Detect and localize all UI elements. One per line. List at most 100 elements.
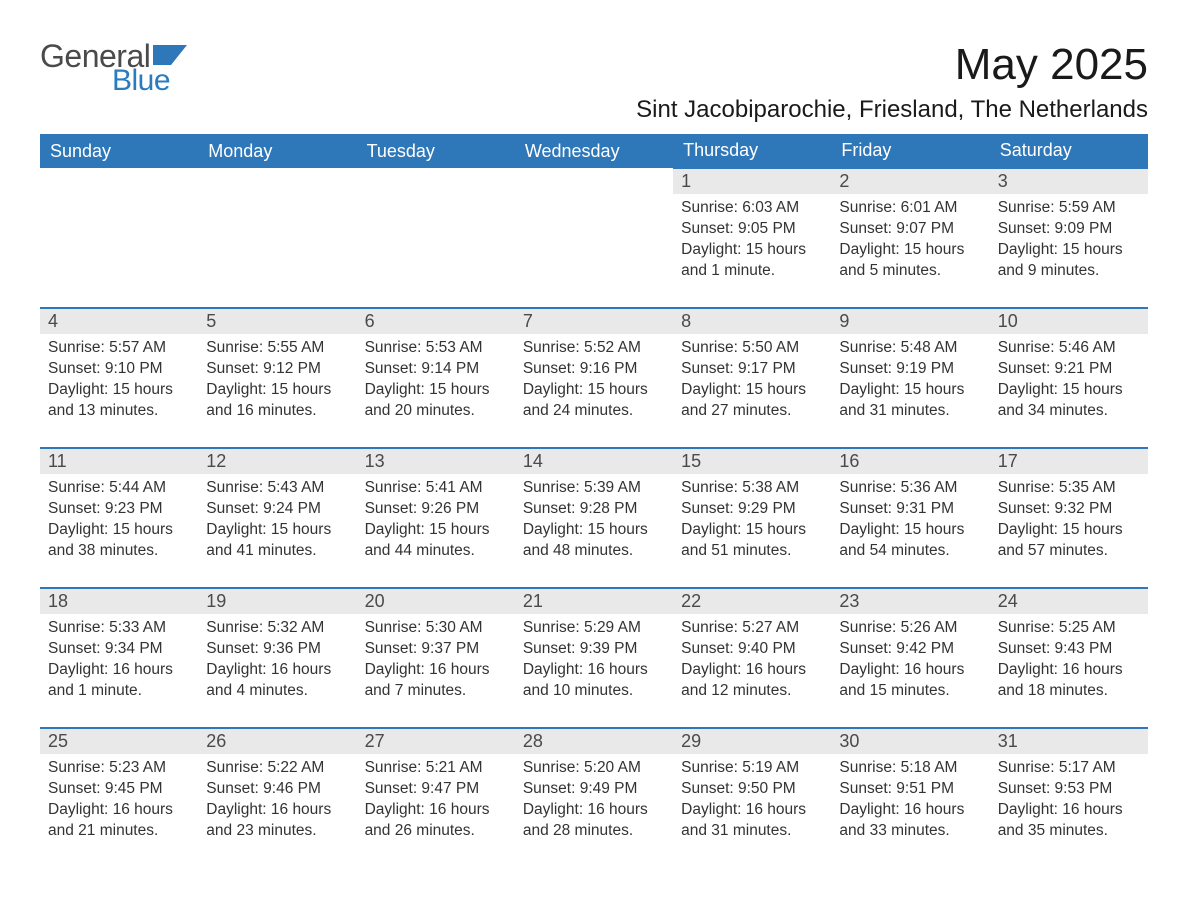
day-number: 31 (990, 729, 1148, 754)
weekday-header: Sunday (40, 134, 198, 168)
page-header: General Blue May 2025 Sint Jacobiparochi… (40, 40, 1148, 124)
daylight-text: Daylight: 15 hours and 57 minutes. (998, 520, 1142, 562)
daylight-text: Daylight: 16 hours and 23 minutes. (206, 800, 350, 842)
daylight-text: Daylight: 15 hours and 16 minutes. (206, 380, 350, 422)
daylight-text: Daylight: 16 hours and 35 minutes. (998, 800, 1142, 842)
day-number: 11 (40, 449, 198, 474)
day-details: Sunrise: 5:18 AMSunset: 9:51 PMDaylight:… (831, 754, 989, 850)
day-details: Sunrise: 5:30 AMSunset: 9:37 PMDaylight:… (357, 614, 515, 710)
sunrise-text: Sunrise: 5:44 AM (48, 478, 192, 499)
calendar-week-row: 11 Sunrise: 5:44 AMSunset: 9:23 PM Dayligh… (40, 448, 1148, 588)
calendar-day-cell: 19Sunrise: 5:32 AMSunset: 9:36 PMDayligh… (198, 588, 356, 728)
day-details: Sunrise: 5:25 AMSunset: 9:43 PMDaylight:… (990, 614, 1148, 710)
calendar-day-cell: 12Sunrise: 5:43 AMSunset: 9:24 PMDayligh… (198, 448, 356, 588)
sunset-text: Sunset: 9:05 PM (681, 219, 825, 240)
sunset-text: Sunset: 9:31 PM (839, 499, 983, 520)
day-number: 19 (198, 589, 356, 614)
calendar-day-cell: 14Sunrise: 5:39 AMSunset: 9:28 PMDayligh… (515, 448, 673, 588)
sunset-text: Sunset: 9:49 PM (523, 779, 667, 800)
day-details: Sunrise: 5:39 AMSunset: 9:28 PMDaylight:… (515, 474, 673, 570)
sunset-text: Sunset: 9:36 PM (206, 639, 350, 660)
sunrise-text: Sunrise: 6:01 AM (839, 198, 983, 219)
calendar-day-cell: 25Sunrise: 5:23 AMSunset: 9:45 PMDayligh… (40, 728, 198, 868)
day-number: 7 (515, 309, 673, 334)
weekday-header-row: SundayMondayTuesdayWednesdayThursdayFrid… (40, 134, 1148, 168)
calendar-day-cell: 24Sunrise: 5:25 AMSunset: 9:43 PMDayligh… (990, 588, 1148, 728)
calendar-day-cell: 6Sunrise: 5:53 AMSunset: 9:14 PMDaylight… (357, 308, 515, 448)
day-details: Sunrise: 5:33 AMSunset: 9:34 PMDaylight:… (40, 614, 198, 710)
day-details: Sunrise: 5:21 AMSunset: 9:47 PMDaylight:… (357, 754, 515, 850)
calendar-day-cell: 5Sunrise: 5:55 AMSunset: 9:12 PMDaylight… (198, 308, 356, 448)
daylight-text: Daylight: 15 hours and 24 minutes. (523, 380, 667, 422)
daylight-text: Daylight: 15 hours and 34 minutes. (998, 380, 1142, 422)
sunset-text: Sunset: 9:42 PM (839, 639, 983, 660)
day-number: 23 (831, 589, 989, 614)
sunset-text: Sunset: 9:16 PM (523, 359, 667, 380)
daylight-text: Daylight: 16 hours and 15 minutes. (839, 660, 983, 702)
calendar-day-cell: 16Sunrise: 5:36 AMSunset: 9:31 PMDayligh… (831, 448, 989, 588)
sunrise-text: Sunrise: 5:22 AM (206, 758, 350, 779)
calendar-day-cell: 31Sunrise: 5:17 AMSunset: 9:53 PMDayligh… (990, 728, 1148, 868)
sunrise-text: Sunrise: 5:25 AM (998, 618, 1142, 639)
sunrise-text: Sunrise: 5:30 AM (365, 618, 509, 639)
day-details: Sunrise: 5:19 AMSunset: 9:50 PMDaylight:… (673, 754, 831, 850)
day-details: Sunrise: 5:57 AMSunset: 9:10 PMDaylight:… (40, 334, 198, 430)
calendar-day-cell: 2Sunrise: 6:01 AMSunset: 9:07 PMDaylight… (831, 168, 989, 308)
day-details: Sunrise: 5:27 AMSunset: 9:40 PMDaylight:… (673, 614, 831, 710)
day-details: Sunrise: 5:29 AMSunset: 9:39 PMDaylight:… (515, 614, 673, 710)
day-number: 15 (673, 449, 831, 474)
sunset-text: Sunset: 9:45 PM (48, 779, 192, 800)
daylight-text: Daylight: 15 hours and 54 minutes. (839, 520, 983, 562)
daylight-text: Daylight: 15 hours and 51 minutes. (681, 520, 825, 562)
day-number: 12 (198, 449, 356, 474)
weekday-header: Friday (831, 134, 989, 168)
day-details: Sunrise: 5:46 AMSunset: 9:21 PMDaylight:… (990, 334, 1148, 430)
daylight-text: Daylight: 16 hours and 7 minutes. (365, 660, 509, 702)
location-subtitle: Sint Jacobiparochie, Friesland, The Neth… (636, 96, 1148, 124)
day-details: Sunrise: 5:43 AMSunset: 9:24 PMDaylight:… (198, 474, 356, 570)
day-details: Sunrise: 5:52 AMSunset: 9:16 PMDaylight:… (515, 334, 673, 430)
calendar-day-cell: 13Sunrise: 5:41 AMSunset: 9:26 PMDayligh… (357, 448, 515, 588)
sunrise-text: Sunrise: 5:20 AM (523, 758, 667, 779)
calendar-day-cell (357, 168, 515, 308)
sunrise-text: Sunrise: 5:52 AM (523, 338, 667, 359)
day-details: Sunrise: 5:23 AMSunset: 9:45 PMDaylight:… (40, 754, 198, 850)
calendar-day-cell: 21Sunrise: 5:29 AMSunset: 9:39 PMDayligh… (515, 588, 673, 728)
calendar-day-cell: 23Sunrise: 5:26 AMSunset: 9:42 PMDayligh… (831, 588, 989, 728)
calendar-week-row: 18Sunrise: 5:33 AMSunset: 9:34 PMDayligh… (40, 588, 1148, 728)
day-number: 5 (198, 309, 356, 334)
daylight-text: Daylight: 16 hours and 28 minutes. (523, 800, 667, 842)
weekday-header: Wednesday (515, 134, 673, 168)
sunrise-text: Sunrise: 5:32 AM (206, 618, 350, 639)
calendar-day-cell: 3Sunrise: 5:59 AMSunset: 9:09 PMDaylight… (990, 168, 1148, 308)
calendar-day-cell: 17Sunrise: 5:35 AMSunset: 9:32 PMDayligh… (990, 448, 1148, 588)
day-details: Sunrise: 5:38 AMSunset: 9:29 PMDaylight:… (673, 474, 831, 570)
calendar-day-cell: 22Sunrise: 5:27 AMSunset: 9:40 PMDayligh… (673, 588, 831, 728)
calendar-week-row: 1Sunrise: 6:03 AMSunset: 9:05 PMDaylight… (40, 168, 1148, 308)
day-number: 9 (831, 309, 989, 334)
sunset-text: Sunset: 9:37 PM (365, 639, 509, 660)
calendar-day-cell: 15Sunrise: 5:38 AMSunset: 9:29 PMDayligh… (673, 448, 831, 588)
calendar-day-cell: 7Sunrise: 5:52 AMSunset: 9:16 PMDaylight… (515, 308, 673, 448)
sunset-text: Sunset: 9:23 PM (48, 499, 192, 520)
daylight-text: Daylight: 16 hours and 10 minutes. (523, 660, 667, 702)
calendar-table: SundayMondayTuesdayWednesdayThursdayFrid… (40, 134, 1148, 868)
day-number: 13 (357, 449, 515, 474)
day-details: Sunrise: 5:50 AMSunset: 9:17 PMDaylight:… (673, 334, 831, 430)
day-details: Sunrise: 5:55 AMSunset: 9:12 PMDaylight:… (198, 334, 356, 430)
sunrise-text: Sunrise: 5:53 AM (365, 338, 509, 359)
sunset-text: Sunset: 9:40 PM (681, 639, 825, 660)
weekday-header: Tuesday (357, 134, 515, 168)
day-number: 8 (673, 309, 831, 334)
calendar-day-cell: 18Sunrise: 5:33 AMSunset: 9:34 PMDayligh… (40, 588, 198, 728)
sunrise-text: Sunrise: 5:59 AM (998, 198, 1142, 219)
daylight-text: Daylight: 16 hours and 33 minutes. (839, 800, 983, 842)
sunrise-text: Sunrise: 5:41 AM (365, 478, 509, 499)
daylight-text: Daylight: 16 hours and 31 minutes. (681, 800, 825, 842)
sunset-text: Sunset: 9:47 PM (365, 779, 509, 800)
sunset-text: Sunset: 9:51 PM (839, 779, 983, 800)
sunrise-text: Sunrise: 6:03 AM (681, 198, 825, 219)
sunset-text: Sunset: 9:24 PM (206, 499, 350, 520)
sunset-text: Sunset: 9:53 PM (998, 779, 1142, 800)
calendar-day-cell: 8Sunrise: 5:50 AMSunset: 9:17 PMDaylight… (673, 308, 831, 448)
